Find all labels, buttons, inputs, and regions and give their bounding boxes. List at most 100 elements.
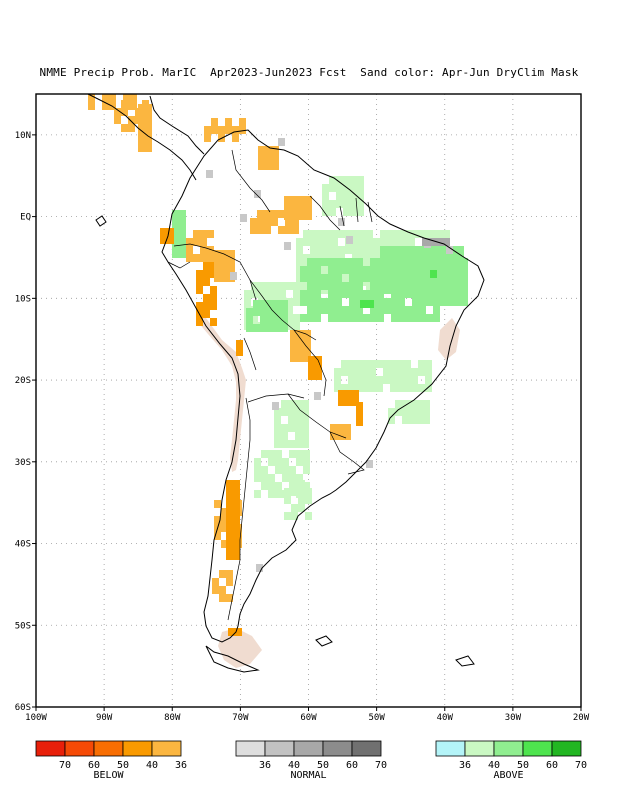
above-normal-cell: [329, 184, 336, 192]
near-normal-cell: [436, 238, 443, 246]
above-normal-cell: [401, 230, 408, 238]
above-normal-cell: [436, 246, 443, 254]
above-normal-cell: [310, 246, 317, 254]
below-normal-cell: [121, 124, 128, 132]
above-normal-cell: [370, 258, 377, 266]
below-normal-cell: [257, 218, 264, 226]
above-normal-cell: [302, 400, 309, 408]
above-normal-cell: [461, 282, 468, 290]
below-normal-cell: [203, 310, 210, 318]
below-normal-cell: [239, 126, 246, 134]
above-normal-cell: [426, 314, 433, 322]
above-normal-cell: [282, 458, 289, 466]
below-normal-cell: [160, 228, 167, 236]
above-normal-cell: [303, 230, 310, 238]
above-normal-cell: [380, 254, 387, 262]
above-normal-cell: [401, 238, 408, 246]
above-normal-cell: [390, 368, 397, 376]
above-normal-cell: [246, 308, 253, 316]
above-normal-cell: [267, 300, 274, 308]
above-normal-cell: [366, 254, 373, 262]
above-normal-cell: [415, 286, 422, 294]
below-normal-cell: [272, 154, 279, 162]
legend-tick-label: 40: [288, 760, 300, 771]
above-normal-cell: [336, 184, 343, 192]
legend-above: 36 40 50 60 70 ABOVE: [435, 740, 587, 781]
above-normal-cell: [295, 416, 302, 424]
below-normal-cell: [226, 544, 233, 552]
above-normal-cell: [336, 192, 343, 200]
above-normal-cell: [267, 308, 274, 316]
above-normal-cell: [329, 200, 336, 208]
above-normal-cell: [411, 384, 418, 392]
above-normal-cell: [303, 238, 310, 246]
below-normal-cell: [196, 278, 203, 286]
above-normal-cell: [415, 262, 422, 270]
above-normal-cell: [295, 432, 302, 440]
above-normal-cell: [454, 266, 461, 274]
below-normal-cell: [305, 212, 312, 220]
above-normal-cell: [366, 230, 373, 238]
below-normal-cell: [221, 266, 228, 274]
above-normal-cell: [324, 230, 331, 238]
above-normal-cell: [380, 230, 387, 238]
above-normal-cell: [286, 282, 293, 290]
lat-tick-label: 40S: [15, 540, 31, 550]
below-normal-cell: [114, 108, 121, 116]
below-normal-cell: [214, 516, 221, 524]
above-normal-cell: [302, 432, 309, 440]
above-normal-cell: [387, 262, 394, 270]
below-normal-cell: [138, 120, 145, 128]
above-normal-cell: [370, 274, 377, 282]
above-normal-cell: [348, 384, 355, 392]
below-normal-cell: [290, 354, 297, 362]
above-normal-cell: [260, 316, 267, 324]
above-normal-cell: [415, 278, 422, 286]
above-normal-cell: [289, 450, 296, 458]
above-normal-cell: [179, 250, 186, 258]
above-normal-cell: [348, 360, 355, 368]
legend-swatch: [122, 740, 153, 757]
above-normal-cell: [436, 230, 443, 238]
below-normal-cell: [233, 536, 240, 544]
legend-tick-label: 50: [117, 760, 129, 771]
below-normal-cell: [225, 118, 232, 126]
above-normal-cell: [329, 176, 336, 184]
above-normal-cell: [300, 290, 307, 298]
below-normal-cell: [271, 210, 278, 218]
below-normal-cell: [305, 196, 312, 204]
above-normal-cell: [436, 286, 443, 294]
above-normal-cell: [373, 246, 380, 254]
above-normal-cell: [272, 290, 279, 298]
above-normal-cell: [401, 246, 408, 254]
above-normal-cell: [265, 290, 272, 298]
above-normal-cell: [419, 314, 426, 322]
above-normal-cell: [305, 488, 312, 496]
below-normal-cell: [264, 226, 271, 234]
paraguay-border: [287, 393, 347, 439]
above-normal-cell: [430, 270, 437, 278]
above-normal-cell: [322, 208, 329, 216]
lat-tick-label: 60S: [15, 703, 31, 713]
below-normal-cell: [352, 390, 359, 398]
above-normal-cell: [296, 474, 303, 482]
below-normal-cell: [211, 126, 218, 134]
above-normal-cell: [349, 274, 356, 282]
south-georgia: [455, 655, 475, 667]
above-normal-cell: [363, 290, 370, 298]
above-normal-cell: [345, 230, 352, 238]
above-normal-cell: [179, 226, 186, 234]
above-normal-cell: [275, 482, 282, 490]
below-normal-cell: [214, 266, 221, 274]
above-normal-cell: [289, 466, 296, 474]
above-normal-cell: [397, 360, 404, 368]
above-normal-cell: [342, 314, 349, 322]
above-normal-cell: [336, 200, 343, 208]
above-normal-cell: [331, 230, 338, 238]
above-normal-cell: [349, 290, 356, 298]
above-normal-cell: [296, 458, 303, 466]
below-normal-cell: [221, 508, 228, 516]
above-normal-cell: [275, 466, 282, 474]
above-normal-cell: [324, 246, 331, 254]
above-normal-cell: [356, 314, 363, 322]
